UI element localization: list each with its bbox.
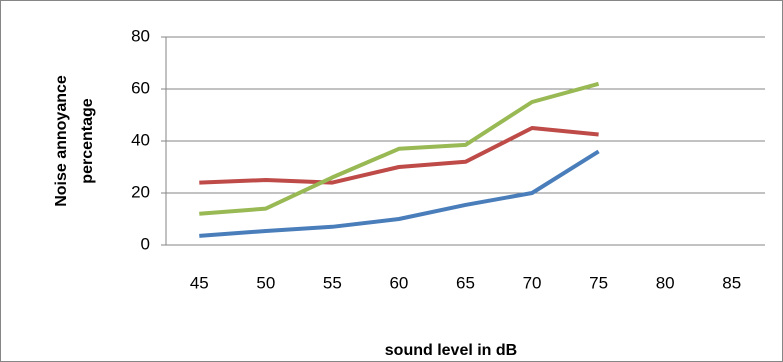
- x-tick-label: 85: [722, 273, 741, 292]
- x-tick-label: 75: [589, 273, 608, 292]
- y-tick-label: 40: [131, 130, 150, 149]
- x-axis-title: sound level in dB: [385, 342, 517, 359]
- x-tick-label: 45: [190, 273, 209, 292]
- x-tick-label: 70: [523, 273, 542, 292]
- y-axis-title: Noise annoyance: [53, 75, 70, 207]
- line-series: [199, 126, 599, 185]
- x-tick-label: 60: [389, 273, 408, 292]
- y-tick-label: 20: [131, 182, 150, 201]
- y-tick-label: 60: [131, 78, 150, 97]
- x-tick-label: 65: [456, 273, 475, 292]
- y-tick-label: 0: [141, 234, 150, 253]
- x-tick-label: 55: [323, 273, 342, 292]
- line-series: [199, 81, 600, 216]
- y-tick-label: 80: [131, 26, 150, 45]
- x-tick-label: 80: [656, 273, 675, 292]
- y-axis-title: percentage: [79, 98, 96, 183]
- line-series: [199, 149, 600, 238]
- x-tick-label: 50: [256, 273, 275, 292]
